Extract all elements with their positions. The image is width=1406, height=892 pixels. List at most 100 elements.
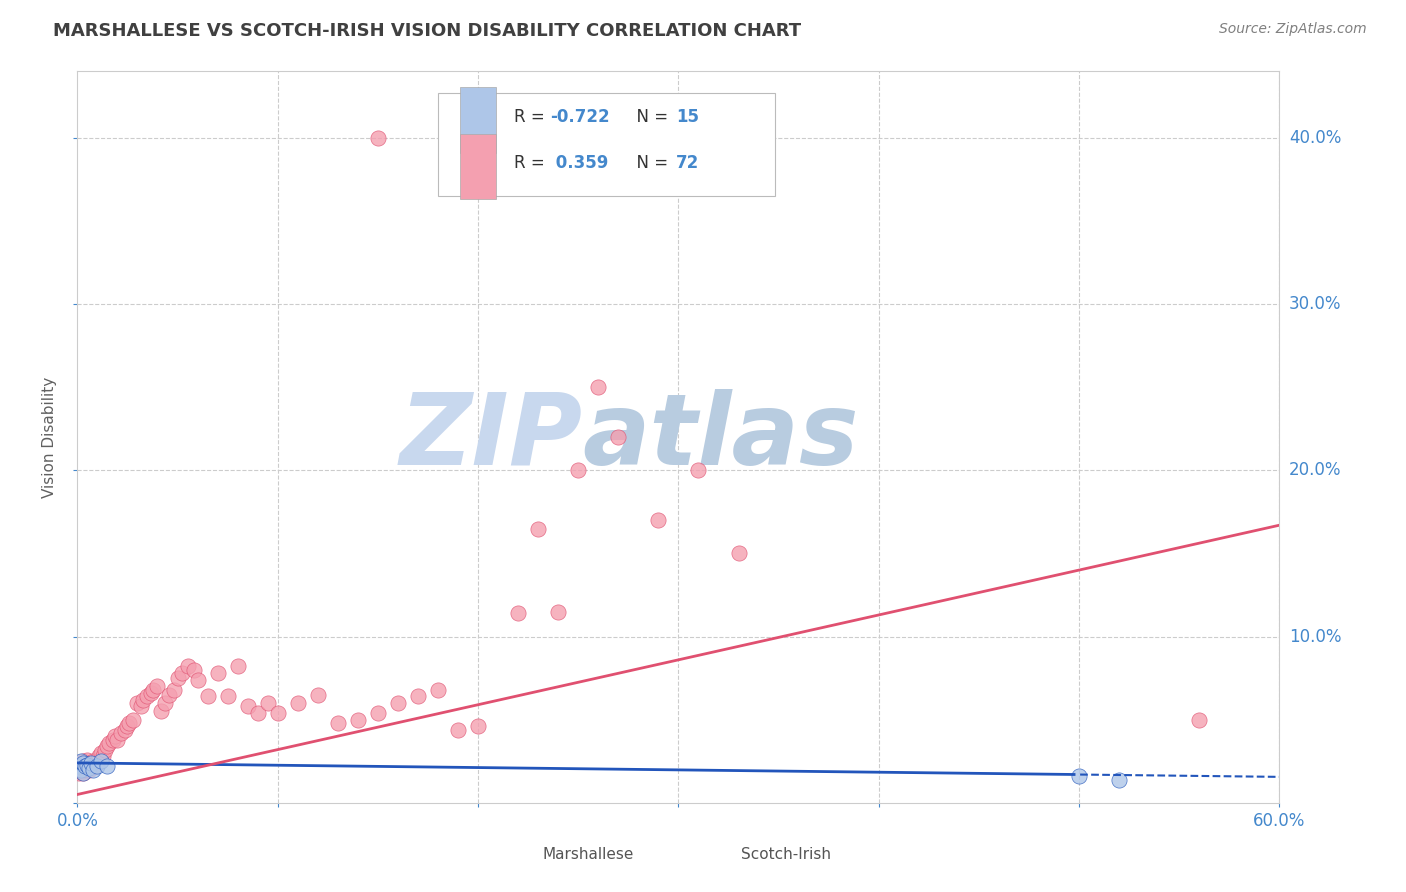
- Point: [1108, 772, 1130, 787]
- Point: [114, 723, 136, 737]
- Point: [647, 513, 669, 527]
- Point: [96, 739, 118, 754]
- Point: [170, 666, 193, 681]
- Point: [103, 732, 125, 747]
- Point: [150, 705, 173, 719]
- Point: [1188, 713, 1211, 727]
- Point: [72, 756, 94, 770]
- Text: ZIP: ZIP: [399, 389, 582, 485]
- Point: [176, 659, 198, 673]
- Point: [467, 719, 489, 733]
- Text: Source: ZipAtlas.com: Source: ZipAtlas.com: [1219, 22, 1367, 37]
- Point: [127, 696, 149, 710]
- Point: [406, 690, 429, 704]
- Point: [82, 754, 104, 768]
- Text: 72: 72: [676, 153, 699, 172]
- Point: [367, 706, 389, 720]
- Point: [427, 682, 450, 697]
- Point: [76, 756, 98, 770]
- Text: Scotch-Irish: Scotch-Irish: [741, 847, 831, 862]
- Point: [79, 761, 101, 775]
- Point: [326, 716, 349, 731]
- Point: [246, 706, 269, 720]
- Point: [567, 463, 589, 477]
- Point: [80, 756, 103, 770]
- Point: [76, 757, 98, 772]
- Point: [131, 699, 153, 714]
- Point: [118, 716, 141, 731]
- Point: [287, 696, 309, 710]
- Text: N =: N =: [626, 153, 673, 172]
- Point: [727, 546, 749, 560]
- Point: [67, 765, 90, 780]
- Point: [387, 696, 409, 710]
- Point: [80, 759, 103, 773]
- Point: [256, 696, 278, 710]
- Point: [122, 713, 145, 727]
- Point: [86, 754, 108, 768]
- Point: [155, 696, 177, 710]
- Point: [166, 671, 188, 685]
- FancyBboxPatch shape: [460, 87, 496, 153]
- Point: [72, 765, 94, 780]
- Point: [67, 759, 90, 773]
- Point: [547, 605, 569, 619]
- Point: [72, 765, 94, 780]
- Point: [117, 719, 139, 733]
- Text: N =: N =: [626, 108, 673, 126]
- Point: [75, 759, 97, 773]
- Point: [70, 763, 93, 777]
- FancyBboxPatch shape: [505, 829, 534, 865]
- Point: [508, 607, 530, 621]
- FancyBboxPatch shape: [703, 829, 733, 865]
- Point: [207, 666, 229, 681]
- Point: [90, 746, 112, 760]
- Point: [186, 673, 209, 687]
- Point: [70, 754, 93, 768]
- Text: 20.0%: 20.0%: [1289, 461, 1341, 479]
- Point: [107, 732, 129, 747]
- Point: [607, 430, 630, 444]
- Point: [72, 754, 94, 768]
- Point: [347, 713, 370, 727]
- Point: [146, 680, 169, 694]
- Point: [367, 131, 389, 145]
- Point: [162, 682, 184, 697]
- Point: [94, 742, 117, 756]
- FancyBboxPatch shape: [460, 134, 496, 200]
- Point: [79, 763, 101, 777]
- Text: 30.0%: 30.0%: [1289, 295, 1341, 313]
- Point: [98, 736, 121, 750]
- Point: [93, 749, 115, 764]
- Text: 15: 15: [676, 108, 699, 126]
- Point: [588, 380, 610, 394]
- Point: [307, 688, 329, 702]
- Point: [1069, 769, 1091, 783]
- Point: [688, 463, 710, 477]
- Point: [226, 659, 249, 673]
- Point: [75, 763, 97, 777]
- Text: R =: R =: [513, 153, 550, 172]
- Point: [447, 723, 470, 737]
- Point: [110, 726, 132, 740]
- Point: [217, 690, 239, 704]
- Text: -0.722: -0.722: [550, 108, 609, 126]
- Point: [96, 759, 118, 773]
- Point: [267, 706, 290, 720]
- Point: [70, 763, 93, 777]
- Text: Marshallese: Marshallese: [543, 847, 634, 862]
- Point: [236, 699, 259, 714]
- Point: [104, 729, 127, 743]
- Point: [141, 686, 163, 700]
- Point: [142, 682, 165, 697]
- Y-axis label: Vision Disability: Vision Disability: [42, 376, 58, 498]
- Point: [86, 759, 108, 773]
- Point: [76, 753, 98, 767]
- Point: [90, 754, 112, 768]
- FancyBboxPatch shape: [439, 94, 775, 195]
- Point: [136, 690, 159, 704]
- Text: R =: R =: [513, 108, 550, 126]
- Text: 40.0%: 40.0%: [1289, 128, 1341, 147]
- Point: [197, 690, 219, 704]
- Text: 10.0%: 10.0%: [1289, 628, 1341, 646]
